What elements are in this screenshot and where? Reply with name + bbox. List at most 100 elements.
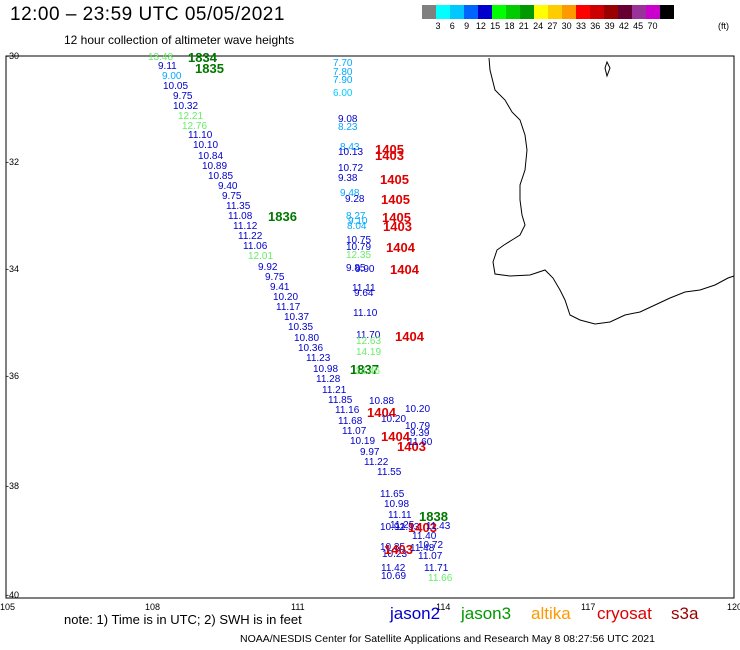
wave-height-value: 12.21: [178, 111, 204, 122]
wave-height-value: 11.17: [276, 302, 301, 313]
wave-height-value: 10.84: [198, 151, 224, 162]
scale-value-label: 39: [604, 21, 615, 31]
time-label: 1405: [382, 210, 411, 225]
wave-height-value: 11.06: [243, 241, 268, 252]
wave-height-value: 10.10: [193, 140, 219, 151]
coastline: [488, 57, 735, 325]
time-label: 1834: [188, 50, 217, 65]
lon-label: 120: [727, 602, 740, 612]
scale-value-label: 15: [490, 21, 501, 31]
color-swatch: [506, 5, 520, 19]
wave-height-value: 10.92: [380, 522, 406, 533]
time-label: 1404: [386, 240, 415, 255]
wave-height-value: 10.98: [384, 499, 410, 510]
wave-height-value: 9.40: [218, 181, 238, 192]
scale-value-label: 12: [475, 21, 486, 31]
wave-height-value: 11.71: [424, 563, 449, 574]
wave-height-value: 10.88: [369, 396, 395, 407]
time-label: 1404: [381, 429, 410, 444]
wave-height-value: 10.79: [405, 421, 431, 432]
time-label: 1403: [384, 542, 413, 557]
wave-height-value: 11.85: [328, 395, 353, 406]
color-swatch: [548, 5, 562, 19]
wave-height-value: 10.35: [288, 322, 314, 333]
wave-height-value: 8.04: [347, 221, 367, 232]
time-label: 1403: [408, 520, 437, 535]
wave-height-value: 7.90: [333, 75, 353, 86]
wave-height-value: 9.41: [270, 282, 290, 293]
color-swatch: [478, 5, 492, 19]
lat-label: -40: [6, 590, 20, 600]
wave-height-value: 11.11: [388, 510, 412, 521]
wave-height-value: 7.80: [333, 67, 353, 78]
wave-height-value: 9.92: [258, 262, 278, 273]
wave-height-value: 10.35: [380, 542, 406, 553]
color-swatch: [618, 5, 632, 19]
color-swatch: [632, 5, 646, 19]
wave-height-value: 11.65: [380, 489, 405, 500]
wave-height-value: 10.89: [202, 161, 228, 172]
wave-height-value: 10.98: [313, 364, 339, 375]
color-swatch: [562, 5, 576, 19]
wave-height-value: 9.28: [345, 194, 365, 205]
wave-height-value: 11.11: [352, 283, 376, 294]
wave-height-value: 12.76: [182, 121, 208, 132]
wave-height-value: 8.23: [338, 122, 358, 133]
wave-height-value: 11.12: [233, 221, 258, 232]
wave-height-value: 9.75: [173, 91, 193, 102]
satellite-legend-item: altika: [531, 604, 571, 623]
wave-height-value: 11.22: [238, 231, 263, 242]
lon-label: 111: [291, 602, 305, 612]
wave-height-value: 10.37: [284, 312, 310, 323]
color-swatch: [492, 5, 506, 19]
wave-height-value: 10.72: [338, 163, 364, 174]
color-swatch: [520, 5, 534, 19]
scale-value-label: 24: [533, 21, 544, 31]
time-label: 1835: [195, 61, 224, 76]
wave-height-value: 11.16: [335, 405, 360, 416]
time-label: 1404: [390, 262, 419, 277]
lat-label: -36: [6, 371, 20, 381]
color-swatch: [422, 5, 436, 19]
wave-height-value: 9.75: [222, 191, 242, 202]
wave-height-value: 11.42: [381, 563, 406, 574]
wave-height-value: 11.35: [226, 201, 251, 212]
wave-height-value: 10.85: [208, 171, 234, 182]
lon-label: 105: [0, 602, 16, 612]
lat-label: -30: [6, 51, 20, 61]
footer-note: note: 1) Time is in UTC; 2) SWH is in fe…: [64, 612, 302, 627]
wave-height-value: 14.46: [355, 366, 381, 377]
wave-height-value: 11.21: [322, 385, 347, 396]
satellite-legend-item: jason2: [390, 604, 441, 623]
wave-height-value: 9.10: [348, 216, 368, 227]
wave-height-value: 10.20: [405, 404, 431, 415]
time-label: 1403: [397, 439, 426, 454]
wave-height-value: 10.36: [298, 343, 324, 354]
time-label: 1403: [383, 219, 412, 234]
wave-height-value: 12.01: [248, 251, 274, 262]
wave-height-value: 9.75: [265, 272, 285, 283]
scale-value-label: 9: [464, 21, 470, 31]
scale-value-label: 30: [561, 21, 572, 31]
lon-label: 114: [436, 602, 451, 612]
satellite-legend-item: cryosat: [597, 604, 652, 623]
wave-height-value: 10.69: [381, 571, 407, 582]
color-swatch: [660, 5, 674, 19]
lat-label: -38: [6, 481, 20, 491]
wave-height-value: 12.63: [356, 336, 382, 347]
wave-height-value: 10.20: [381, 414, 407, 425]
wave-height-value: 9.38: [338, 173, 358, 184]
scale-value-label: 18: [504, 21, 515, 31]
wave-height-value: 10.13: [338, 147, 364, 158]
wave-height-value: 9.85: [346, 263, 366, 274]
wave-height-value: 11.70: [356, 330, 381, 341]
satellite-legend-item: jason3: [461, 604, 512, 623]
wave-height-value: 11.07: [418, 551, 443, 562]
wave-height-value: 10.05: [163, 81, 189, 92]
wave-height-value: 13.48: [148, 52, 174, 63]
wave-height-value: 9.08: [338, 114, 358, 125]
lon-label: 108: [145, 602, 161, 612]
credit-line: NOAA/NESDIS Center for Satellite Applica…: [240, 633, 655, 645]
wave-height-value: 11.10: [188, 130, 213, 141]
color-swatch: [576, 5, 590, 19]
